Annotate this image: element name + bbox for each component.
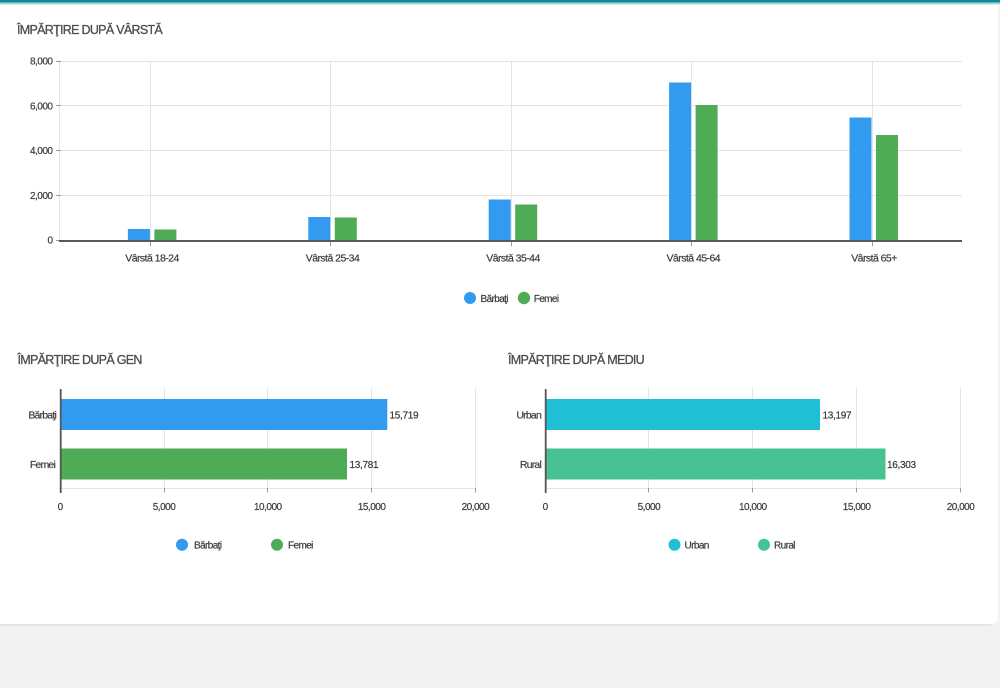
svg-text:ÎMPĂRŢIRE DUPĂ GEN: ÎMPĂRŢIRE DUPĂ GEN [17, 352, 143, 367]
svg-text:Femei: Femei [288, 541, 313, 552]
svg-text:Vârstă 18-24: Vârstă 18-24 [125, 253, 179, 265]
svg-text:Vârstă 65+: Vârstă 65+ [851, 253, 897, 265]
svg-text:0: 0 [543, 502, 549, 513]
svg-text:10,000: 10,000 [739, 502, 768, 513]
svg-text:ÎMPĂRŢIRE DUPĂ VÂRSTĂ: ÎMPĂRŢIRE DUPĂ VÂRSTĂ [16, 22, 163, 37]
svg-text:20,000: 20,000 [947, 502, 976, 513]
svg-text:15,000: 15,000 [843, 502, 872, 513]
svg-text:5,000: 5,000 [153, 502, 176, 513]
svg-text:Femei: Femei [534, 294, 559, 305]
svg-text:2,000: 2,000 [30, 191, 53, 202]
svg-text:Bărbaţi: Bărbaţi [194, 541, 222, 552]
svg-text:4,000: 4,000 [30, 146, 53, 157]
svg-text:5,000: 5,000 [638, 502, 661, 513]
svg-text:ÎMPĂRŢIRE DUPĂ MEDIU: ÎMPĂRŢIRE DUPĂ MEDIU [507, 352, 645, 367]
svg-text:10,000: 10,000 [254, 502, 283, 513]
svg-text:16,303: 16,303 [887, 460, 917, 471]
svg-text:Urban: Urban [516, 410, 542, 422]
svg-text:Vârstă 45-64: Vârstă 45-64 [667, 253, 721, 265]
svg-text:13,781: 13,781 [350, 460, 380, 471]
svg-text:Vârstă 25-34: Vârstă 25-34 [306, 253, 360, 265]
svg-text:6,000: 6,000 [30, 101, 53, 112]
svg-text:Rural: Rural [774, 541, 795, 552]
svg-text:Bărbaţi: Bărbaţi [481, 294, 509, 305]
svg-text:Urban: Urban [685, 541, 709, 552]
svg-text:15,000: 15,000 [358, 502, 387, 513]
svg-text:Femei: Femei [30, 459, 56, 471]
svg-text:0: 0 [47, 236, 53, 247]
svg-text:Vârstă 35-44: Vârstă 35-44 [486, 253, 540, 265]
svg-text:20,000: 20,000 [462, 502, 491, 513]
svg-text:15,719: 15,719 [390, 411, 420, 422]
svg-text:13,197: 13,197 [823, 411, 853, 422]
svg-text:Rural: Rural [520, 459, 542, 471]
svg-text:Bărbaţi: Bărbaţi [28, 410, 56, 422]
svg-text:0: 0 [58, 502, 64, 513]
svg-text:8,000: 8,000 [30, 57, 53, 68]
